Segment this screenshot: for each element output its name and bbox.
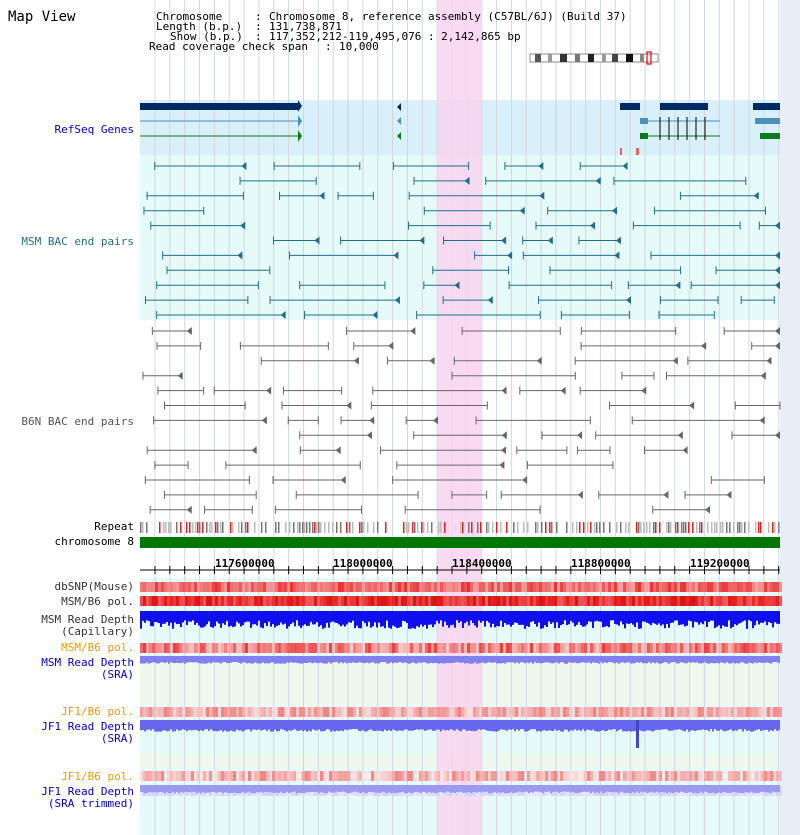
selected-region-highlight — [437, 0, 482, 835]
show-value: 117,352,212-119,495,076 : 2,142,865 bp — [269, 30, 521, 43]
jf1-b6-pol-label-2: JF1/B6 pol. — [61, 770, 134, 783]
repeat-label: Repeat — [94, 520, 134, 533]
refseq-genes-label[interactable]: RefSeq Genes — [54, 123, 134, 136]
page-title: Map View — [8, 9, 76, 25]
chromosome-track-label: chromosome 8 — [54, 535, 134, 548]
length-value: 131,738,871 — [269, 20, 342, 33]
length-colon: : — [255, 20, 262, 33]
jf1-depth-trim-label-1: JF1 Read Depth — [41, 785, 134, 798]
jf1-b6-pol-label: JF1/B6 pol. — [61, 705, 134, 718]
jf1-depth-trim-label-2: (SRA trimmed) — [47, 797, 134, 810]
msm-depth-capillary-label-1: MSM Read Depth — [41, 613, 134, 626]
msm-depth-capillary-label-2: (Capillary) — [61, 625, 134, 638]
msm-b6-pol-label: MSM/B6 pol. — [61, 595, 134, 608]
jf1-depth-sra-label-2: (SRA) — [100, 732, 134, 745]
msm-depth-sra-label-1: MSM Read Depth — [41, 656, 134, 669]
coverage-label: Read coverage check span — [149, 40, 308, 53]
dbsnp-label: dbSNP(Mouse) — [54, 580, 134, 593]
coverage-value: 10,000 — [339, 40, 379, 53]
length-label: Length (b.p.) — [156, 20, 243, 33]
coverage-colon: : — [325, 40, 332, 53]
axis-tick-label: 119200000 — [690, 557, 750, 570]
msm-depth-sra-label-2: (SRA) — [100, 668, 134, 681]
chromosome-bar — [140, 537, 780, 548]
jf1-depth-sra-label-1: JF1 Read Depth — [41, 720, 134, 733]
chromosome-value: Chromosome 8, reference assembly (C57BL/… — [269, 10, 627, 23]
b6n-bac-label[interactable]: B6N BAC end pairs — [21, 415, 134, 428]
show-label: Show (b.p.) — [170, 30, 243, 43]
axis-tick-label: 118800000 — [571, 557, 631, 570]
msm-b6-pol-label-2: MSM/B6 pol. — [61, 641, 134, 654]
axis-tick-label: 117600000 — [215, 557, 275, 570]
axis-tick-label: 118400000 — [452, 557, 512, 570]
msm-bac-label[interactable]: MSM BAC end pairs — [21, 235, 134, 248]
axis-tick-label: 118000000 — [333, 557, 393, 570]
chromosome-label: Chromosome — [156, 10, 223, 23]
chromosome-ideogram — [529, 51, 659, 65]
chromosome-colon: : — [255, 10, 262, 23]
show-colon: : — [255, 30, 262, 43]
